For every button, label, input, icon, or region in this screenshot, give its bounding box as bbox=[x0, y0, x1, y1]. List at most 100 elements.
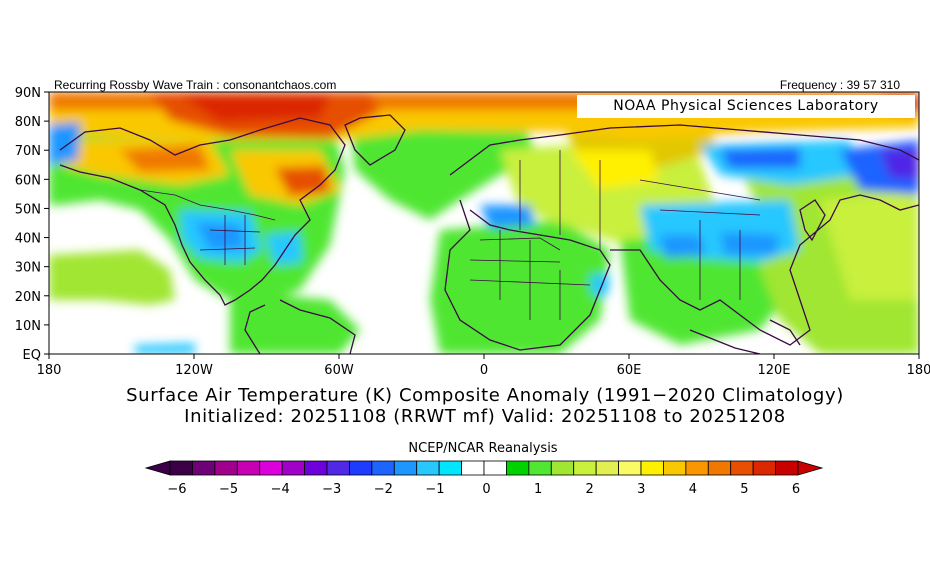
lon-tick-label: 60E bbox=[617, 363, 642, 378]
borders-africa bbox=[469, 230, 591, 320]
colorbar-swatch bbox=[640, 460, 664, 476]
lat-tick-label: 60N bbox=[15, 173, 41, 188]
lon-tick-label: 120E bbox=[757, 363, 790, 378]
lab-label-box: NOAA Physical Sciences Laboratory bbox=[577, 95, 915, 118]
colorbar-swatch bbox=[371, 460, 395, 476]
colorbar-tick-label: −5 bbox=[219, 482, 238, 497]
green-region-pacific bbox=[49, 250, 175, 305]
colorbar-swatch bbox=[214, 460, 238, 476]
lat-tick-label: 30N bbox=[15, 261, 41, 276]
colorbar-swatch bbox=[775, 460, 799, 476]
colorbar-tick-label: −4 bbox=[271, 482, 290, 497]
map-subtitle: Initialized: 20251108 (RRWT mf) Valid: 2… bbox=[184, 406, 786, 427]
coast-greenland bbox=[344, 114, 406, 166]
header-frequency: Frequency : 39 57 310 bbox=[779, 78, 900, 92]
cold-china-core bbox=[720, 232, 780, 255]
lat-tick-label: 70N bbox=[15, 144, 41, 159]
colorbar-swatch bbox=[416, 460, 440, 476]
colorbar-swatch bbox=[506, 460, 530, 476]
colorbar-swatch bbox=[236, 460, 261, 476]
lat-tick-label: 10N bbox=[15, 319, 41, 334]
lab-label: NOAA Physical Sciences Laboratory bbox=[613, 98, 879, 114]
coastlines bbox=[59, 114, 919, 354]
colorbar-swatch bbox=[349, 460, 373, 476]
header-credit: Recurring Rossby Wave Train : consonantc… bbox=[54, 78, 337, 92]
lon-tick-label: 60W bbox=[324, 363, 354, 378]
colorbar-swatch bbox=[730, 460, 754, 476]
green-region-africa bbox=[430, 220, 610, 354]
colorbar-swatch bbox=[169, 460, 193, 476]
borders-eurasia bbox=[519, 150, 761, 300]
lon-tick-label: 0 bbox=[480, 363, 488, 378]
lat-tick-label: EQ bbox=[23, 348, 41, 363]
colorbar-tick-label: 2 bbox=[586, 482, 594, 497]
yellow-green-region-north-pacific bbox=[820, 190, 919, 300]
colorbar-swatch bbox=[304, 460, 328, 476]
red-arctic-canada-core bbox=[180, 95, 330, 122]
coast-north-america bbox=[59, 117, 346, 306]
colorbar-swatch bbox=[281, 460, 305, 476]
colorbar-tick-label: 6 bbox=[792, 482, 800, 497]
colorbar-swatch bbox=[663, 460, 687, 476]
cold-us-west-core bbox=[195, 222, 245, 250]
coast-south-america bbox=[244, 299, 356, 354]
colorbar-tick-label: −6 bbox=[167, 482, 186, 497]
colorbar-tick-label: −3 bbox=[322, 482, 341, 497]
colorbar bbox=[144, 460, 824, 476]
colorbar-max-arrow bbox=[797, 460, 824, 476]
colorbar-swatch bbox=[707, 460, 732, 476]
cold-arabia bbox=[590, 275, 610, 295]
colorbar-tick-label: 4 bbox=[689, 482, 697, 497]
lon-tick-label: 180 bbox=[37, 363, 62, 378]
colorbar-tick-label: −1 bbox=[425, 482, 444, 497]
coast-japan bbox=[799, 199, 826, 242]
lon-tick-label: 180 bbox=[907, 363, 930, 378]
coast-maritime bbox=[689, 319, 801, 354]
cold-kamchatka-core bbox=[880, 148, 919, 180]
lon-tick-label: 120W bbox=[175, 363, 213, 378]
colorbar-tick-label: 0 bbox=[482, 482, 490, 497]
green-region-atlantic-north bbox=[350, 118, 540, 220]
cold-central-asia-core bbox=[660, 235, 705, 258]
coast-asia-south-east bbox=[610, 194, 919, 346]
colorbar-swatch bbox=[461, 460, 485, 476]
borders-north-america bbox=[139, 189, 276, 265]
longitude-axis: 180 120W 60W 0 60E 120E 180 bbox=[37, 354, 930, 378]
lat-tick-label: 50N bbox=[15, 202, 41, 217]
colorbar-min-arrow bbox=[144, 460, 171, 476]
cold-east-pacific bbox=[135, 343, 195, 354]
colorbar-swatch bbox=[192, 460, 216, 476]
colorbar-swatch bbox=[528, 460, 552, 476]
lat-tick-label: 90N bbox=[15, 86, 41, 101]
colorbar-swatch bbox=[595, 460, 619, 476]
cold-europe bbox=[480, 205, 535, 228]
yellow-ural bbox=[570, 150, 660, 190]
colorbar-tick-label: −2 bbox=[374, 482, 393, 497]
colorbar-swatch bbox=[618, 460, 642, 476]
colorbar-swatch bbox=[550, 460, 575, 476]
latitude-axis: EQ 10N 20N 30N 40N 50N 60N 70N 80N 90N bbox=[15, 86, 49, 363]
colorbar-tick-label: 1 bbox=[534, 482, 542, 497]
colorbar-swatch bbox=[685, 460, 709, 476]
colorbar-ticks: −6 −5 −4 −3 −2 −1 0 1 2 3 4 5 6 bbox=[167, 482, 800, 497]
colorbar-swatch bbox=[326, 460, 350, 476]
lat-tick-label: 20N bbox=[15, 290, 41, 305]
colorbar-source-label: NCEP/NCAR Reanalysis bbox=[408, 441, 558, 456]
map-field bbox=[49, 92, 919, 354]
coast-africa-europe bbox=[444, 199, 611, 351]
colorbar-swatch bbox=[393, 460, 418, 476]
colorbar-tick-label: 5 bbox=[740, 482, 748, 497]
cold-siberia-core bbox=[720, 148, 800, 168]
colorbar-swatch bbox=[573, 460, 597, 476]
colorbar-swatch bbox=[259, 460, 283, 476]
colorbar-swatch bbox=[752, 460, 776, 476]
coast-eurasia-north bbox=[449, 124, 919, 176]
lat-tick-label: 40N bbox=[15, 232, 41, 247]
cold-us-east bbox=[265, 232, 302, 265]
colorbar-swatch bbox=[483, 460, 507, 476]
map-title: Surface Air Temperature (K) Composite An… bbox=[126, 385, 844, 406]
lat-tick-label: 80N bbox=[15, 115, 41, 130]
colorbar-swatch bbox=[438, 460, 462, 476]
dark-orange-alaska bbox=[120, 145, 210, 172]
